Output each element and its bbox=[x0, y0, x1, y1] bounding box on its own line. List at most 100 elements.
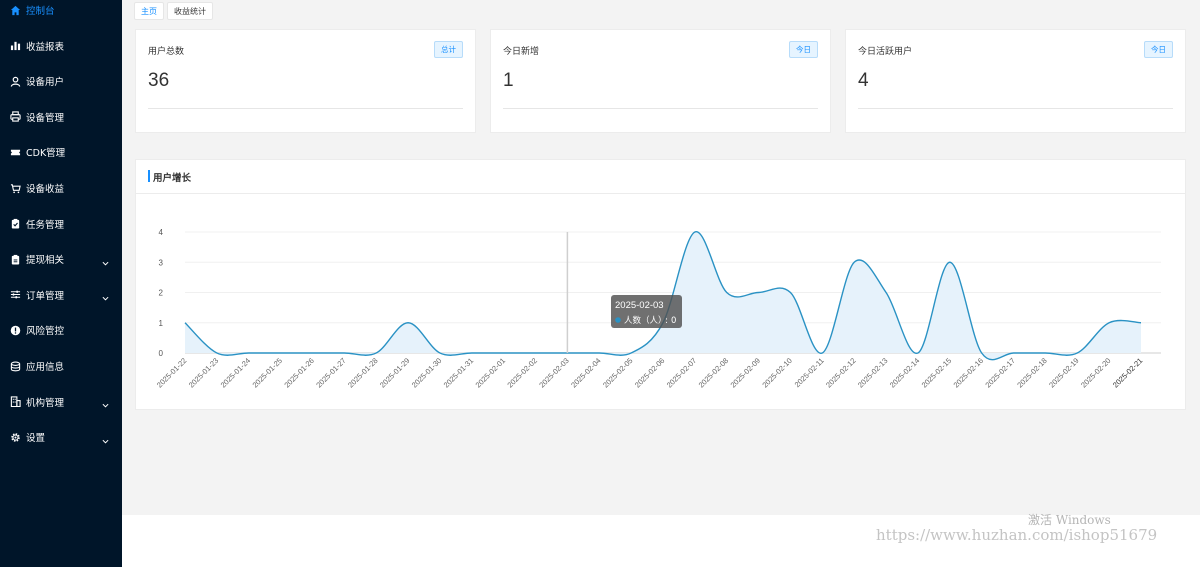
tab-home[interactable]: 主页 bbox=[134, 2, 164, 20]
sidebar-item-label: 订单管理 bbox=[26, 290, 65, 302]
x-tick-label: 2025-01-29 bbox=[378, 356, 411, 389]
x-tick-label: 2025-01-30 bbox=[410, 356, 443, 389]
series-area bbox=[185, 231, 1141, 360]
panel-header: 用户增长 bbox=[136, 160, 1185, 194]
x-tick-label: 2025-02-03 bbox=[537, 356, 570, 389]
sidebar: 控制台收益报表设备用户设备管理 CDK管理设备收益任务管理提现相关订单管理风险管控… bbox=[0, 0, 122, 567]
sidebar-item-label: 设备管理 bbox=[26, 112, 65, 124]
chevron-down-icon bbox=[102, 256, 109, 266]
stat-card-title: 今日活跃用户 bbox=[858, 47, 913, 57]
sidebar-item-8[interactable]: 订单管理 bbox=[0, 280, 122, 310]
sidebar-item-6[interactable]: 任务管理 bbox=[0, 209, 122, 239]
sidebar-item-0[interactable]: 控制台 bbox=[0, 0, 122, 25]
x-tick-label: 2025-02-20 bbox=[1079, 356, 1112, 389]
stat-card-value: 1 bbox=[503, 70, 514, 91]
x-tick-label: 2025-02-21 bbox=[1111, 356, 1144, 389]
stat-card-active-today: 今日活跃用户 今日 4 bbox=[845, 29, 1186, 133]
y-tick-label: 1 bbox=[159, 319, 164, 328]
x-tick-label: 2025-01-22 bbox=[155, 356, 188, 389]
tab-revenue-stats[interactable]: 收益统计 bbox=[167, 2, 213, 20]
alert-icon bbox=[10, 325, 21, 336]
stat-card-title: 今日新增 bbox=[503, 47, 540, 57]
bar-chart-icon bbox=[10, 40, 21, 51]
sidebar-item-label: 提现相关 bbox=[26, 255, 65, 267]
sidebar-item-3[interactable]: 设备管理 bbox=[0, 102, 122, 132]
stat-card-total-users: 用户总数 总计 36 bbox=[135, 29, 476, 133]
x-tick-label: 2025-02-12 bbox=[824, 356, 857, 389]
x-tick-label: 2025-01-24 bbox=[219, 356, 252, 389]
x-tick-label: 2025-02-17 bbox=[983, 356, 1016, 389]
user-growth-chart[interactable]: 012342025-01-222025-01-232025-01-242025-… bbox=[136, 160, 1187, 411]
site-url-watermark: https://www.huzhan.com/ishop51679 bbox=[876, 526, 1158, 544]
stat-card-new-today: 今日新增 今日 1 bbox=[490, 29, 831, 133]
x-tick-label: 2025-01-25 bbox=[251, 356, 284, 389]
x-tick-label: 2025-02-16 bbox=[952, 356, 985, 389]
sidebar-item-9[interactable]: 风险管控 bbox=[0, 315, 122, 345]
tooltip-box bbox=[611, 295, 682, 328]
x-tick-label: 2025-01-23 bbox=[187, 356, 220, 389]
tooltip-series-label: 人数（人） bbox=[624, 315, 667, 326]
sidebar-item-11[interactable]: 机构管理 bbox=[0, 387, 122, 417]
series-line bbox=[184, 231, 1142, 361]
sidebar-item-label: 设备收益 bbox=[26, 184, 65, 195]
divider bbox=[503, 108, 818, 109]
x-tick-label: 2025-02-09 bbox=[729, 356, 762, 389]
x-tick-label: 2025-02-14 bbox=[888, 356, 921, 389]
sidebar-item-10[interactable]: 应用信息 bbox=[0, 351, 122, 381]
tooltip-title: 2025-02-03 bbox=[615, 300, 664, 311]
windows-activation-watermark: 激活 Windows bbox=[1028, 513, 1111, 527]
sidebar-item-label: 机构管理 bbox=[26, 397, 65, 409]
stat-card-value: 36 bbox=[148, 70, 170, 91]
y-tick-label: 0 bbox=[159, 349, 164, 358]
panel-title: 用户增长 bbox=[153, 173, 192, 184]
x-tick-label: 2025-02-10 bbox=[760, 356, 793, 389]
x-tick-label: 2025-02-15 bbox=[920, 356, 953, 389]
clipboard-check-icon bbox=[10, 218, 21, 229]
sidebar-item-2[interactable]: 设备用户 bbox=[0, 66, 122, 96]
home-icon bbox=[10, 5, 21, 16]
chevron-down-icon bbox=[102, 434, 109, 444]
tooltip-series-marker bbox=[615, 317, 621, 323]
divider bbox=[858, 108, 1173, 109]
ticket-icon bbox=[10, 147, 21, 158]
x-tick-label: 2025-02-04 bbox=[569, 356, 602, 389]
x-tick-label: 2025-02-05 bbox=[601, 356, 634, 389]
user-growth-panel: 用户增长 0 1 2 3 4 2025-01-22 2025-01-23 2025-01-24… bbox=[135, 159, 1186, 410]
x-tick-label: 2025-01-31 bbox=[442, 356, 475, 389]
sidebar-item-12[interactable]: 设置 bbox=[0, 422, 122, 452]
user-icon bbox=[10, 76, 21, 87]
chevron-down-icon bbox=[102, 398, 109, 408]
gear-icon bbox=[10, 432, 21, 443]
stat-card-badge: 今日 bbox=[789, 41, 818, 58]
chevron-down-icon bbox=[102, 291, 109, 301]
x-tick-label: 2025-02-13 bbox=[856, 356, 889, 389]
x-tick-label: 2025-02-18 bbox=[1015, 356, 1048, 389]
sliders-icon bbox=[10, 289, 21, 300]
x-tick-label: 2025-01-27 bbox=[314, 356, 347, 389]
sidebar-item-7[interactable]: 提现相关 bbox=[0, 244, 122, 274]
title-accent-bar bbox=[148, 170, 150, 182]
tooltip-value: 0 bbox=[671, 316, 676, 326]
x-tick-label: 2025-02-02 bbox=[505, 356, 538, 389]
x-tick-label: 2025-01-28 bbox=[346, 356, 379, 389]
y-tick-label: 3 bbox=[159, 258, 164, 267]
building-icon bbox=[10, 396, 21, 408]
sidebar-item-5[interactable]: 设备收益 bbox=[0, 173, 122, 203]
sidebar-item-label: 设置 bbox=[26, 433, 46, 445]
sidebar-item-label: 风险管控 bbox=[26, 326, 65, 338]
sidebar-item-4[interactable]: CDK管理 bbox=[0, 137, 122, 167]
stat-card-badge: 总计 bbox=[434, 41, 463, 58]
x-tick-label: 2025-01-26 bbox=[282, 356, 315, 389]
database-icon bbox=[10, 361, 21, 372]
divider bbox=[148, 108, 463, 109]
sidebar-item-1[interactable]: 收益报表 bbox=[0, 31, 122, 61]
x-tick-label: 2025-02-01 bbox=[474, 356, 507, 389]
y-tick-label: 2 bbox=[159, 289, 164, 298]
sidebar-item-label: CDK管理 bbox=[26, 148, 66, 160]
stat-card-title: 用户总数 bbox=[148, 47, 185, 57]
sidebar-item-label: 应用信息 bbox=[26, 362, 65, 373]
x-tick-label: 2025-02-08 bbox=[697, 356, 730, 389]
stat-card-value: 4 bbox=[858, 70, 869, 91]
sidebar-item-label: 设备用户 bbox=[26, 77, 65, 89]
x-tick-label: 2025-02-06 bbox=[633, 356, 666, 389]
